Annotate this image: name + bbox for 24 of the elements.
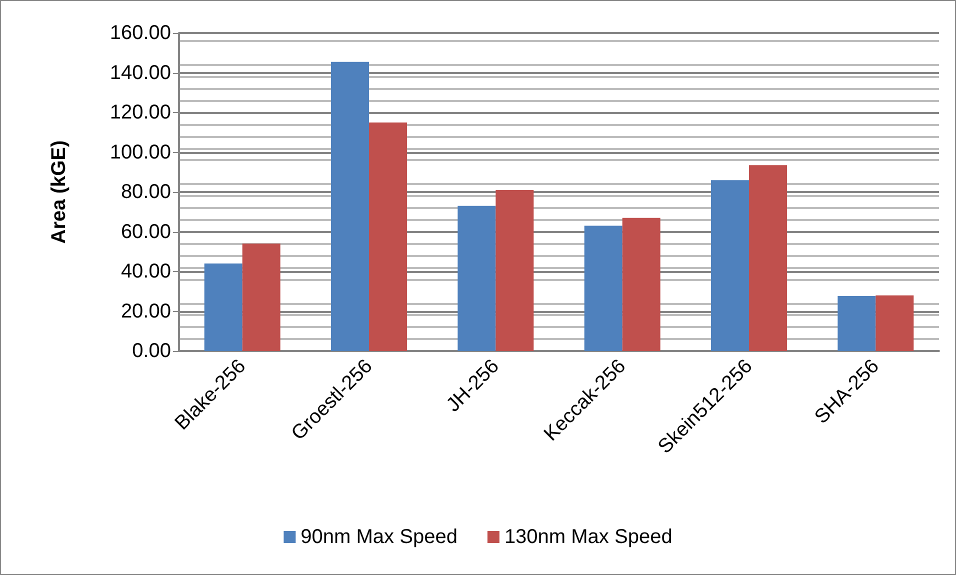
y-tick-label: 80.00 (120, 181, 171, 203)
bar (204, 264, 242, 351)
y-tick-label: 20.00 (120, 300, 171, 322)
y-tick-label: 60.00 (120, 220, 171, 243)
legend-label: 130nm Max Speed (504, 526, 672, 548)
legend-label: 90nm Max Speed (300, 526, 458, 548)
bar (331, 62, 369, 351)
bar (838, 296, 876, 351)
bar (242, 244, 280, 351)
y-tick-label: 0.00 (132, 340, 171, 362)
y-tick-label: 140.00 (110, 62, 171, 84)
y-axis-title: Area (kGE) (48, 140, 70, 244)
bar (876, 295, 914, 351)
bar (711, 180, 749, 351)
y-tick-label: 160.00 (110, 22, 171, 44)
bar (749, 165, 787, 351)
y-tick-label: 40.00 (120, 260, 171, 282)
bar (458, 206, 496, 351)
bar (622, 218, 660, 351)
bar (496, 190, 534, 351)
y-tick-label: 100.00 (110, 141, 171, 164)
bar (369, 122, 407, 351)
bar (584, 226, 622, 351)
y-tick-label: 120.00 (110, 102, 171, 124)
